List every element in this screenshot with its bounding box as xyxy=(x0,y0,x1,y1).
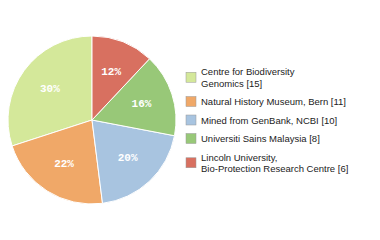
legend-label-line: Universiti Sains Malaysia [8] xyxy=(201,133,320,144)
legend-label-line: Natural History Museum, Bern [11] xyxy=(201,96,346,107)
legend-item: Centre for BiodiversityGenomics [15] xyxy=(186,66,295,89)
data-label: 12% xyxy=(101,66,121,78)
data-label: 20% xyxy=(118,152,138,164)
data-label: 30% xyxy=(40,83,60,95)
legend-label: Mined from GenBank, NCBI [10] xyxy=(201,115,337,126)
legend-item: Universiti Sains Malaysia [8] xyxy=(186,133,320,144)
legend-label-line: Centre for Biodiversity xyxy=(201,66,295,77)
legend-swatch xyxy=(186,97,196,107)
legend-swatch xyxy=(186,158,196,168)
data-label: 22% xyxy=(54,158,74,170)
data-label: 16% xyxy=(132,98,152,110)
legend-label-line: Lincoln University, xyxy=(201,152,277,163)
legend-label: Lincoln University,Bio-Protection Resear… xyxy=(201,152,348,175)
data-labels: 30% 22% 20% 16% 12% xyxy=(40,66,152,170)
chart: 30% 22% 20% 16% 12% Centre for BiodiversityGe… xyxy=(0,0,380,240)
legend-label: Natural History Museum, Bern [11] xyxy=(201,96,346,107)
legend-item: Mined from GenBank, NCBI [10] xyxy=(186,115,337,126)
legend-swatch xyxy=(186,115,196,125)
legend-label-line: Bio-Protection Research Centre [6] xyxy=(201,163,348,174)
legend-label: Universiti Sains Malaysia [8] xyxy=(201,133,320,144)
legend-label-line: Mined from GenBank, NCBI [10] xyxy=(201,115,337,126)
legend-item: Lincoln University,Bio-Protection Resear… xyxy=(186,152,348,175)
legend: Centre for BiodiversityGenomics [15] Natu… xyxy=(186,66,348,174)
pie xyxy=(8,36,176,204)
legend-swatch xyxy=(186,134,196,144)
legend-swatch xyxy=(186,72,196,82)
pie-slice xyxy=(12,120,102,204)
legend-label: Centre for BiodiversityGenomics [15] xyxy=(201,66,295,89)
legend-item: Natural History Museum, Bern [11] xyxy=(186,96,346,107)
legend-label-line: Genomics [15] xyxy=(201,78,262,89)
